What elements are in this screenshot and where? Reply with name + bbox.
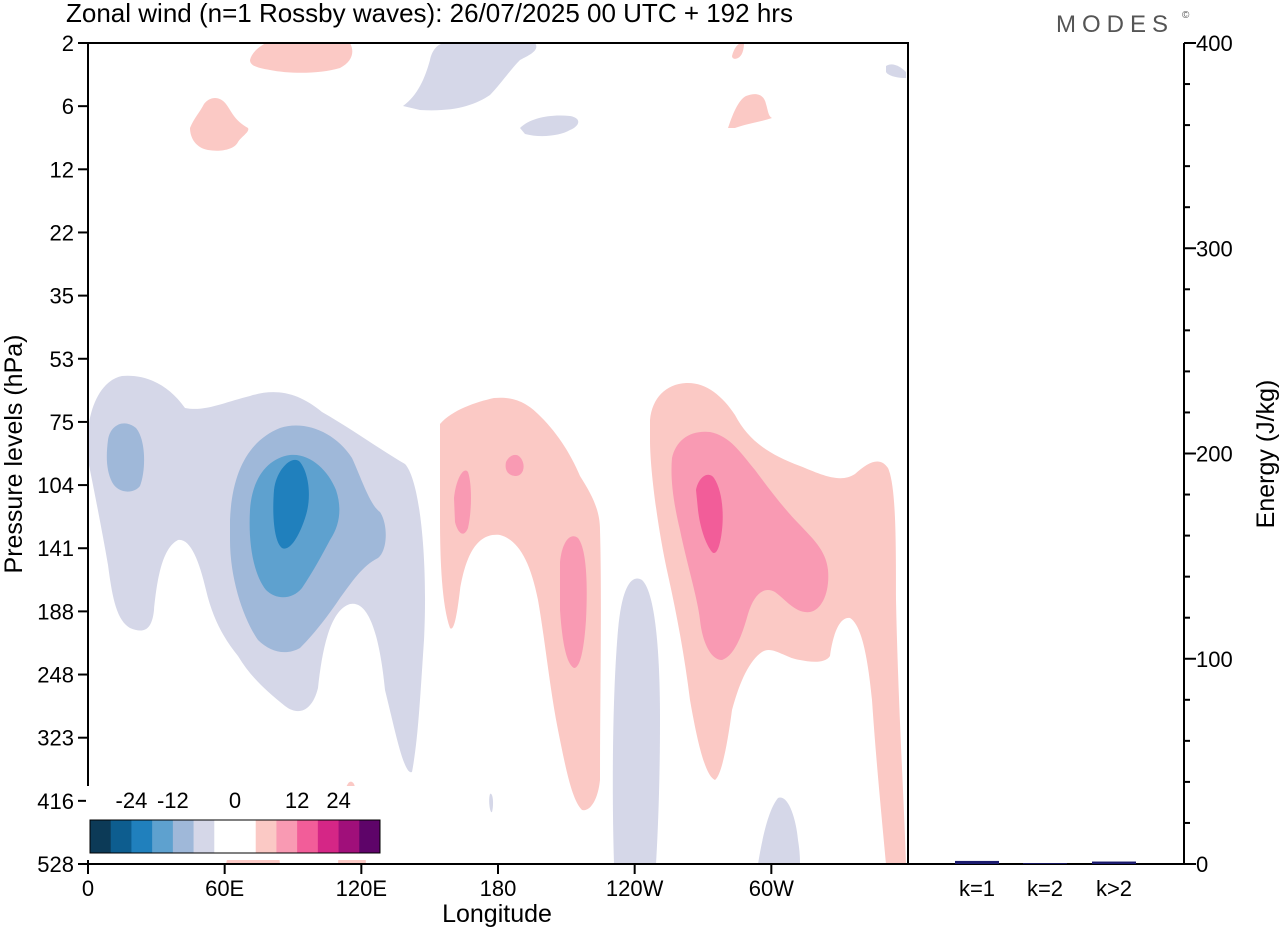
y-axis-title: Pressure levels (hPa) [0,335,28,574]
pressure-tick-label: 323 [37,726,74,751]
pressure-tick-label: 528 [37,852,74,877]
colorbar-outline [89,819,381,854]
energy-bar [1023,863,1067,864]
contour-positive-light-top-right [732,43,744,59]
pressure-tick-label: 141 [37,536,74,561]
pressure-tick-label: 22 [50,220,74,245]
energy-category-label: k=2 [1027,876,1063,901]
colorbar-swatch [172,820,194,853]
contour-positive-core-80w [696,474,723,554]
chart-title: Zonal wind (n=1 Rossby waves): 26/07/202… [66,0,793,28]
contour-field [88,43,908,864]
energy-bars [955,860,1136,864]
contour-negative-light-dot [489,793,494,813]
pressure-tick-label: 416 [37,789,74,814]
contour-positive-mid-180a [454,470,471,534]
longitude-tick-label: 180 [480,876,517,901]
colorbar-swatches [89,819,381,854]
energy-category-label: k>2 [1096,876,1132,901]
energy-category-label: k=1 [959,876,995,901]
contour-positive-mid-200 [560,536,587,668]
pressure-tick-label: 6 [62,94,74,119]
colorbar-swatch [193,820,215,853]
contour-negative-light-top-small [520,115,579,137]
energy-tick-label: 400 [1196,31,1233,56]
x-axis-title: Longitude [442,900,552,928]
contour-positive-light-6hpa-right [728,94,772,128]
pressure-tick-label: 53 [50,347,74,372]
contour-positive-light-top-60e [250,43,353,73]
colorbar-swatch [255,820,277,853]
colorbar-swatch [317,820,339,853]
pressure-tick-label: 248 [37,663,74,688]
colorbar-label: 24 [326,788,350,813]
energy-axis-ticks: 0 100 200 300 400 [1184,31,1233,877]
pressure-tick-label: 104 [37,473,74,498]
colorbar-swatch [90,820,112,853]
contour-negative-light-top-right [886,64,906,78]
contour-negative-light-120w [612,578,660,864]
contour-negative-mid-40e [106,423,145,492]
energy-bar-panel: 0 100 200 300 400 k=1 k=2 k>2 Energy (J/kg) [907,31,1280,901]
longitude-tick-label: 0 [82,876,94,901]
modes-logo-mark: © [1182,10,1190,21]
longitude-axis: 0 60E 120E 180 120W 60W [82,864,794,901]
energy-tick-label: 300 [1196,236,1233,261]
colorbar-label: 12 [285,788,309,813]
contour-negative-light-80w-bottom [758,797,800,864]
colorbar: -24 -12 0 12 24 [86,786,384,860]
pressure-tick-label: 12 [50,157,74,182]
colorbar-labels: -24 -12 0 12 24 [116,788,351,813]
longitude-tick-label: 120E [336,876,387,901]
colorbar-swatch [359,820,381,853]
colorbar-swatch [214,820,236,853]
longitude-tick-label: 120W [606,876,664,901]
colorbar-swatch [297,820,319,853]
pressure-tick-label: 75 [50,410,74,435]
longitude-tick-label: 60W [749,876,794,901]
colorbar-label: -12 [157,788,189,813]
energy-bar [955,860,999,864]
modes-logo: MODES © [1056,10,1190,38]
contour-negative-core-90e [273,459,309,549]
energy-tick-label: 200 [1196,442,1233,467]
colorbar-swatch [338,820,360,853]
colorbar-swatch [152,820,174,853]
longitude-tick-label: 60E [205,876,244,901]
pressure-tick-label: 35 [50,284,74,309]
contour-positive-light-6hpa-left [190,98,249,151]
modes-logo-text: MODES [1056,11,1174,38]
energy-category-labels: k=1 k=2 k>2 [959,876,1132,901]
energy-tick-label: 0 [1196,852,1208,877]
colorbar-swatch [235,820,257,853]
colorbar-swatch [131,820,153,853]
contour-negative-light-top-center [403,43,537,111]
energy-tick-label: 100 [1196,647,1233,672]
colorbar-swatch [110,820,132,853]
colorbar-label: 0 [229,788,241,813]
contour-positive-mid-180b [505,454,524,476]
energy-bar [1092,861,1136,864]
pressure-axis: 2 6 12 22 35 53 75 104 141 188 248 323 416 528 [37,31,88,877]
pressure-tick-label: 188 [37,599,74,624]
contour-positive-light-180 [440,397,601,811]
energy-axis-title: Energy (J/kg) [1252,380,1280,529]
pressure-tick-label: 2 [62,31,74,56]
colorbar-swatch [276,820,298,853]
colorbar-label: -24 [116,788,148,813]
